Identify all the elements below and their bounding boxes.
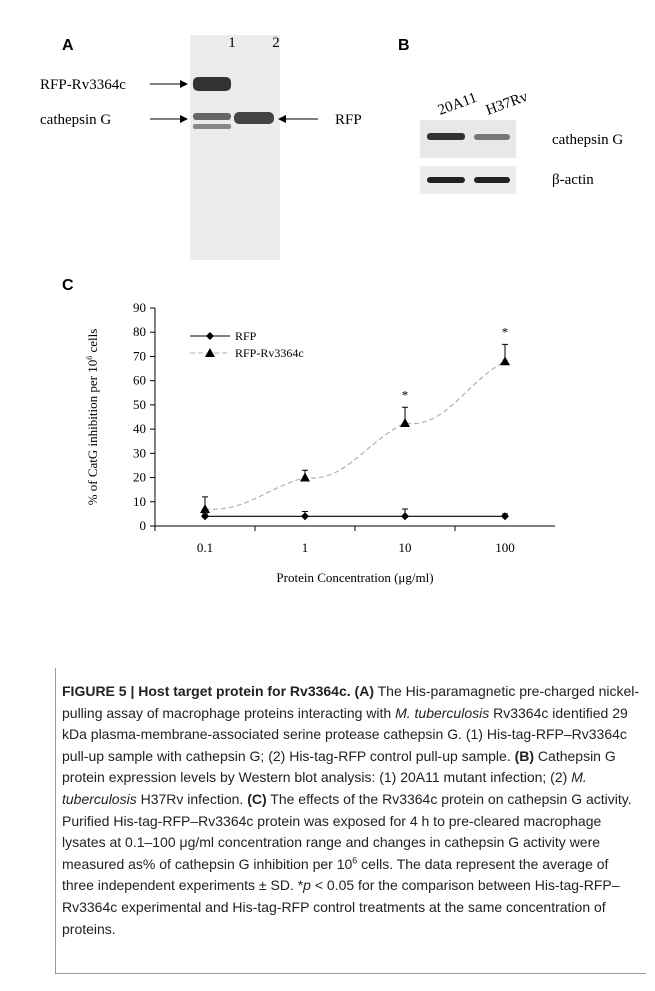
data-point (401, 512, 409, 520)
data-point (301, 512, 309, 520)
y-tick-label: 90 (133, 300, 146, 315)
y-tick-label: 0 (140, 518, 147, 533)
figure: A 1 2 RFP-Rv3364c cathepsin G RFP B 20A1… (0, 0, 655, 670)
gel-band (193, 77, 231, 91)
x-tick-label: 0.1 (197, 540, 213, 555)
band-label: cathepsin G (40, 112, 111, 128)
x-tick-label: 100 (495, 540, 515, 555)
data-point (500, 356, 510, 365)
annotation: * (502, 324, 509, 339)
data-point (400, 418, 410, 427)
y-axis-label-part: % of CatG inhibition per 10 (85, 360, 100, 506)
caption-text: M. tuberculosis (395, 705, 489, 721)
lane-label: 2 (272, 35, 280, 51)
band-label: RFP (335, 112, 362, 128)
caption-text: H37Rv infection. (137, 791, 248, 807)
gel-band (193, 113, 231, 120)
blot-band (474, 177, 510, 183)
plot: 0 10 20 30 40 50 60 70 80 90 0.1 1 10 100 * * RFP RFP-Rv3… (133, 300, 555, 555)
y-tick-label: 20 (133, 470, 146, 485)
panel-label: C (62, 277, 74, 294)
data-point (300, 473, 310, 482)
blot-band (427, 177, 465, 183)
y-axis-label: % of CatG inhibition per 106 cells (85, 329, 100, 506)
band-label: RFP-Rv3364c (40, 77, 126, 93)
lane-label: H37Rv (484, 89, 531, 119)
gel-image (190, 35, 280, 260)
caption-text: FIGURE 5 | Host target protein for Rv336… (62, 683, 355, 699)
page: {"panel_a": {"label": "A", "lane_labels"… (0, 0, 655, 991)
x-axis-label: Protein Concentration (μg/ml) (276, 570, 433, 585)
y-axis-label-part: cells (85, 329, 100, 356)
blot-band (474, 134, 510, 140)
y-tick-label: 80 (133, 324, 146, 339)
caption-text: p (303, 877, 311, 893)
legend-label: RFP (235, 329, 257, 343)
y-tick-label: 30 (133, 445, 146, 460)
row-label: cathepsin G (552, 132, 623, 148)
caption-text: (A) (355, 683, 374, 699)
y-tick-label: 10 (133, 494, 146, 509)
x-tick-label: 1 (302, 540, 309, 555)
legend-marker (206, 332, 214, 340)
y-tick-label: 40 (133, 421, 146, 436)
legend-label: RFP-Rv3364c (235, 346, 304, 360)
panel-label: A (62, 37, 74, 54)
arrow-head (180, 115, 188, 123)
gel-band (234, 112, 274, 124)
caption: FIGURE 5 | Host target protein for Rv336… (62, 681, 642, 940)
annotation: * (402, 387, 409, 402)
panel-label: B (398, 37, 410, 54)
blot-band (427, 133, 465, 140)
data-point (200, 504, 210, 513)
y-tick-label: 50 (133, 397, 146, 412)
arrow-head (180, 80, 188, 88)
y-tick-label: 70 (133, 348, 146, 363)
caption-text: (B) (515, 748, 534, 764)
lane-label: 20A11 (436, 90, 479, 119)
row-label: β-actin (552, 172, 594, 188)
x-tick-label: 10 (399, 540, 412, 555)
lane-label: 1 (228, 35, 236, 51)
caption-text: (C) (247, 791, 266, 807)
y-tick-label: 60 (133, 373, 146, 388)
gel-band (193, 124, 231, 129)
series-line (205, 361, 505, 509)
